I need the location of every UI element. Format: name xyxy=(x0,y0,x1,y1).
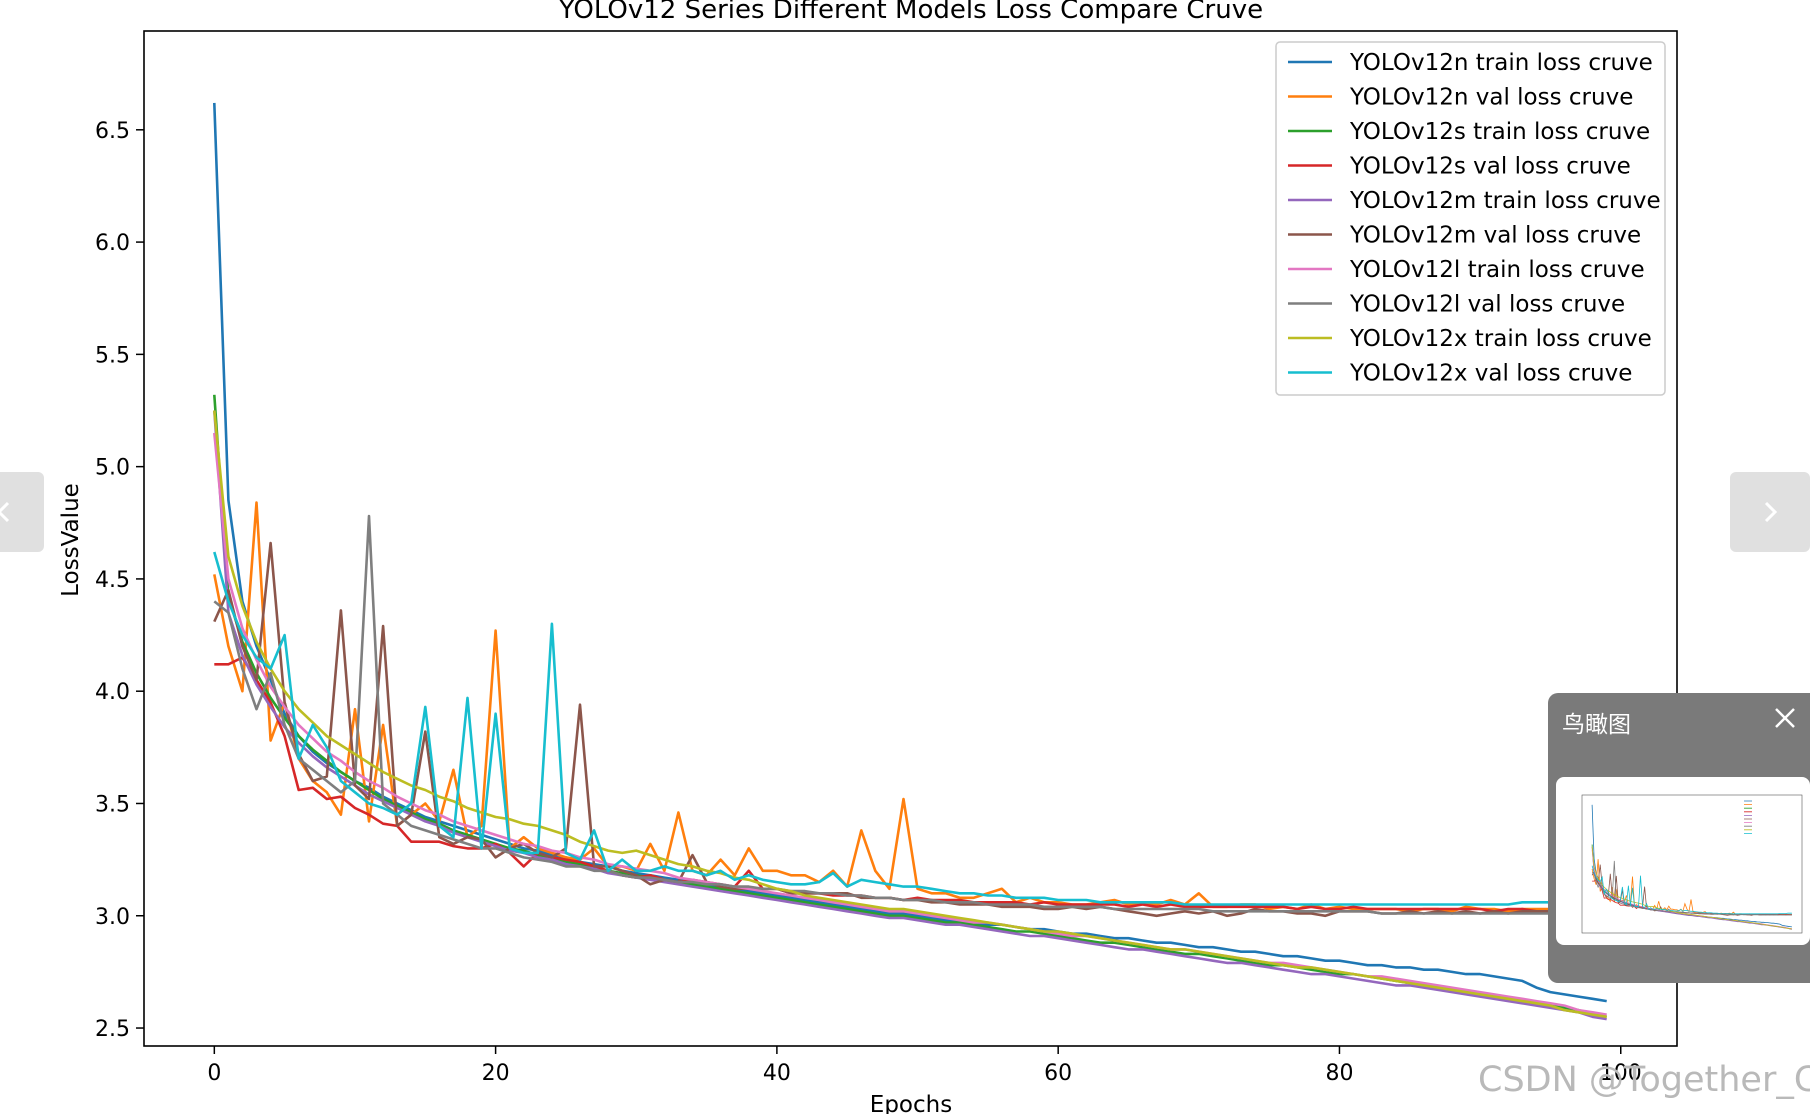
legend-label-7: YOLOv12l val loss cruve xyxy=(1349,292,1625,318)
thumb-series-line-8 xyxy=(1591,846,1792,930)
thumb-series-line-0 xyxy=(1591,804,1792,928)
series-lines xyxy=(213,102,1607,1021)
overview-close-button[interactable] xyxy=(1770,703,1800,733)
legend-label-3: YOLOv12s val loss cruve xyxy=(1349,154,1631,180)
thumb-series-line-3 xyxy=(1592,879,1792,916)
y-tick-label: 2.5 xyxy=(95,1017,130,1042)
x-tick-label: 0 xyxy=(207,1061,221,1086)
y-tick-label: 3.0 xyxy=(95,905,130,930)
legend-box xyxy=(1275,41,1666,396)
chevron-right-icon xyxy=(1764,501,1778,523)
x-axis-ticks: 0 20 40 60 80 100 xyxy=(207,1046,1642,1086)
legend-label-2: YOLOv12s train loss cruve xyxy=(1349,119,1650,145)
close-icon xyxy=(1775,708,1795,728)
series-line-2 xyxy=(213,394,1607,1019)
y-tick-label: 6.5 xyxy=(95,119,130,144)
series-line-3 xyxy=(214,656,1607,913)
x-tick-label: 100 xyxy=(1600,1061,1642,1086)
series-line-9 xyxy=(213,551,1607,906)
thumb-series-line-9 xyxy=(1591,865,1792,915)
y-tick-label: 5.0 xyxy=(95,456,130,481)
overview-title: 鸟瞰图 xyxy=(1562,712,1631,738)
x-axis-label: Epochs xyxy=(870,1092,952,1114)
plot-frame xyxy=(143,30,1678,1047)
next-image-button[interactable] xyxy=(1730,472,1810,552)
y-tick-label: 4.5 xyxy=(95,568,130,593)
thumb-series-line-2 xyxy=(1591,844,1792,930)
prev-image-button[interactable] xyxy=(0,472,44,552)
overview-panel: 鸟瞰图 xyxy=(1548,693,1810,983)
legend-label-8: YOLOv12x train loss cruve xyxy=(1349,326,1652,352)
series-line-0 xyxy=(213,102,1607,1003)
legend-label-0: YOLOv12n train loss cruve xyxy=(1349,50,1653,76)
series-line-1 xyxy=(213,501,1607,913)
overview-thumbnail-chart xyxy=(1581,794,1803,934)
y-tick-label: 6.0 xyxy=(95,231,130,256)
thumb-plot-frame xyxy=(1581,794,1803,934)
y-tick-label: 3.5 xyxy=(95,792,130,817)
series-line-7 xyxy=(213,514,1607,915)
overview-thumbnail[interactable] xyxy=(1556,777,1810,945)
series-line-8 xyxy=(213,410,1607,1019)
thumb-series-line-7 xyxy=(1591,860,1792,916)
y-axis-ticks: 2.5 3.0 3.5 4.0 4.5 5.0 5.5 6.0 6.5 xyxy=(95,119,144,1042)
chart-title: YOLOv12 Series Different Models Loss Com… xyxy=(558,0,1263,25)
legend-label-1: YOLOv12n val loss cruve xyxy=(1349,85,1633,111)
legend-label-5: YOLOv12m val loss cruve xyxy=(1349,223,1641,249)
watermark: CSDN @Together_CZ xyxy=(1478,1060,1810,1100)
y-tick-label: 5.5 xyxy=(95,343,130,368)
x-tick-label: 60 xyxy=(1044,1061,1072,1086)
y-tick-label: 4.0 xyxy=(95,680,130,705)
x-tick-label: 20 xyxy=(482,1061,510,1086)
y-axis-label: LossValue xyxy=(58,483,84,597)
series-line-4 xyxy=(213,410,1607,1021)
legend-label-4: YOLOv12m train loss cruve xyxy=(1349,188,1661,214)
legend: YOLOv12n train loss cruve YOLOv12n val lo… xyxy=(1275,41,1666,396)
x-tick-label: 80 xyxy=(1325,1061,1353,1086)
x-tick-label: 40 xyxy=(763,1061,791,1086)
legend-label-9: YOLOv12x val loss cruve xyxy=(1349,361,1632,387)
legend-label-6: YOLOv12l train loss cruve xyxy=(1349,257,1645,283)
chevron-left-icon xyxy=(0,501,10,523)
